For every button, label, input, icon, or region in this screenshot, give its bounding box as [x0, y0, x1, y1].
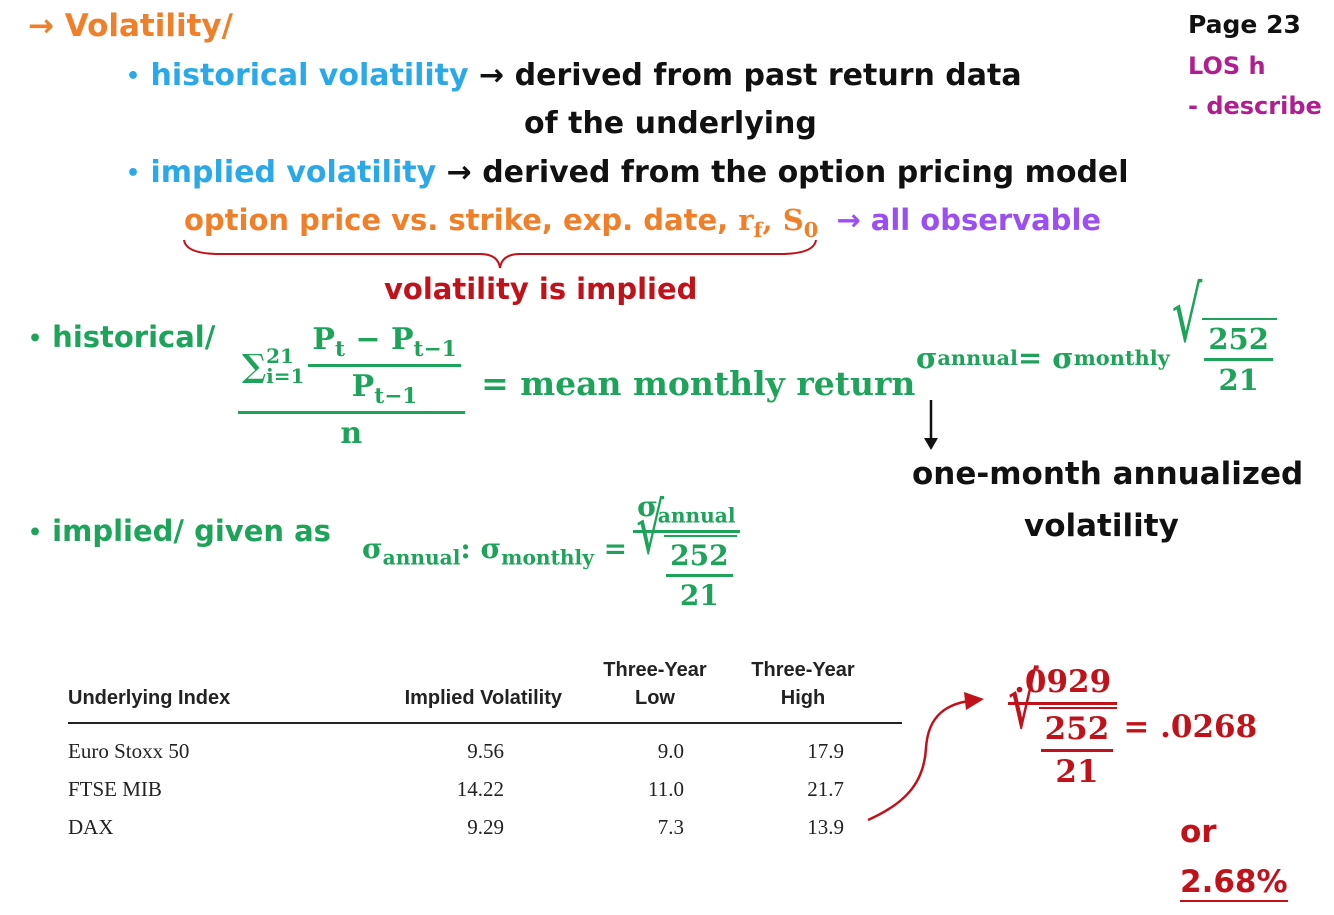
cell-low: 11.0: [648, 776, 684, 801]
monthly-calculation: .0929 √ 252 21 = .0268: [1008, 657, 1258, 790]
col-header-low: Three-Year Low: [568, 656, 728, 724]
inputs-line: option price vs. strike, exp. date, rf, …: [184, 203, 1101, 242]
bullet-implied: • implied volatility → derived from the …: [126, 155, 1129, 190]
historical-desc: derived from past return data: [514, 58, 1022, 93]
cell-index: FTSE MIB: [68, 776, 162, 801]
bullet-dot: •: [126, 64, 141, 89]
calc-result: = .0268: [1123, 709, 1258, 745]
outer-fraction: ∑ 21 i=1 Pt − Pt−1 Pt−1 n: [238, 322, 465, 451]
inner-fraction: Pt − Pt−1 Pt−1: [308, 322, 461, 409]
implied-term: implied volatility: [150, 155, 437, 190]
cell-low: 7.3: [657, 814, 684, 839]
historical-label: • historical/: [28, 320, 216, 354]
annualized-note-line2: volatility: [1024, 508, 1179, 544]
bullet-dot: •: [126, 161, 141, 186]
cell-low: 9.0: [657, 738, 684, 763]
historical-desc-cont: of the underlying: [524, 106, 817, 141]
bullet-dot: •: [28, 326, 43, 352]
arrow-icon: →: [479, 58, 505, 93]
mean-return-formula: ∑ 21 i=1 Pt − Pt−1 Pt−1 n = mean monthly…: [238, 322, 915, 451]
los-label: LOS h: [1188, 52, 1266, 80]
inputs-text: option price vs. strike, exp. date,: [184, 203, 739, 237]
monthly-sigma-formula: σannual: σmonthly = σannual √ 252 21: [362, 488, 740, 612]
table-row: FTSE MIB 14.22 11.0 21.7: [68, 770, 902, 808]
table-row: Euro Stoxx 50 9.56 9.0 17.9: [68, 732, 902, 770]
col-header-implied: Implied Volatility: [368, 656, 568, 724]
brace-note: volatility is implied: [384, 272, 698, 306]
cell-implied: 14.22: [456, 776, 504, 801]
historical-term: historical volatility: [150, 58, 469, 93]
cell-index: DAX: [68, 814, 114, 839]
bullet-dot: •: [28, 520, 43, 546]
curved-arrow-icon: [867, 692, 984, 822]
sum-symbol: ∑: [242, 346, 267, 385]
table-header-row: Underlying Index Implied Volatility Thre…: [68, 656, 902, 724]
annualized-note-line1: one-month annualized: [912, 456, 1304, 492]
page-number: Page 23: [1188, 10, 1301, 39]
mean-return-label: = mean monthly return: [481, 363, 916, 403]
sqrt-symbol: √ 252 21: [1008, 657, 1118, 790]
cell-implied: 9.56: [467, 738, 504, 763]
observable-label: all observable: [870, 203, 1102, 237]
cell-high: 21.7: [807, 776, 844, 801]
col-header-index: Underlying Index: [68, 656, 368, 724]
col-header-high: Three-Year High: [728, 656, 902, 724]
monthly-fraction: σannual √ 252 21: [633, 488, 740, 612]
los-verb: - describe: [1188, 92, 1322, 120]
down-arrow-icon: [924, 400, 938, 450]
annual-sigma-formula: σ annual = σ monthly √ 252 21: [916, 271, 1277, 397]
heading-title: Volatility/: [64, 8, 233, 44]
underbrace: [183, 239, 817, 269]
volatility-table: Underlying Index Implied Volatility Thre…: [68, 656, 902, 846]
arrow-icon: →: [836, 203, 861, 237]
cell-high: 17.9: [807, 738, 844, 763]
bullet-historical: • historical volatility → derived from p…: [126, 58, 1022, 93]
sqrt-symbol: √ 252 21: [636, 488, 737, 612]
table-row: DAX 9.29 7.3 13.9: [68, 808, 902, 846]
heading-arrow-icon: →: [28, 8, 54, 44]
implied-desc: derived from the option pricing model: [482, 155, 1129, 190]
cell-implied: 9.29: [467, 814, 504, 839]
implied-label: • implied/ given as: [28, 514, 331, 548]
calc-fraction: .0929 √ 252 21: [1008, 657, 1118, 790]
sqrt-symbol: √ 252 21: [1172, 271, 1277, 397]
percent-result: 2.68%: [1180, 864, 1288, 902]
section-heading: → Volatility/: [28, 8, 233, 44]
cell-high: 13.9: [807, 814, 844, 839]
arrow-icon: →: [446, 155, 472, 190]
cell-index: Euro Stoxx 50: [68, 738, 190, 763]
rf-symbol: rf, S0: [738, 203, 819, 242]
or-label: or: [1180, 814, 1217, 850]
